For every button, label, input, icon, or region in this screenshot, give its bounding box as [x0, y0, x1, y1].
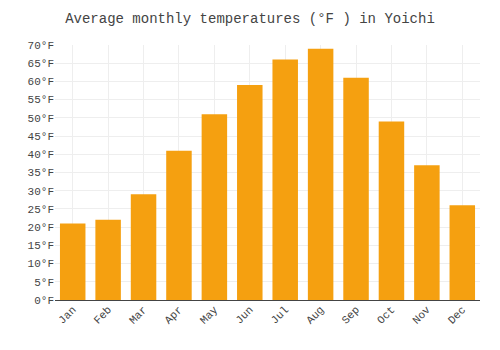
svg-text:30°F: 30°F: [28, 186, 54, 198]
svg-text:Sep: Sep: [340, 304, 362, 326]
svg-text:Jun: Jun: [233, 304, 255, 326]
svg-text:Apr: Apr: [162, 304, 184, 326]
svg-text:70°F: 70°F: [28, 40, 54, 52]
svg-text:60°F: 60°F: [28, 76, 54, 88]
svg-text:Aug: Aug: [304, 304, 326, 326]
svg-text:Jan: Jan: [56, 304, 78, 326]
svg-text:45°F: 45°F: [28, 131, 54, 143]
svg-text:25°F: 25°F: [28, 204, 54, 216]
svg-text:0°F: 0°F: [34, 295, 54, 307]
svg-text:5°F: 5°F: [34, 277, 54, 289]
svg-text:Average monthly temperatures (: Average monthly temperatures (°F ) in Yo…: [65, 11, 435, 27]
svg-text:10°F: 10°F: [28, 258, 54, 270]
svg-text:20°F: 20°F: [28, 222, 54, 234]
svg-text:35°F: 35°F: [28, 167, 54, 179]
svg-text:May: May: [198, 304, 221, 327]
svg-text:Oct: Oct: [375, 304, 397, 326]
svg-text:15°F: 15°F: [28, 240, 54, 252]
svg-text:Nov: Nov: [410, 304, 433, 327]
svg-text:50°F: 50°F: [28, 113, 54, 125]
svg-text:Mar: Mar: [127, 304, 149, 326]
svg-text:Jul: Jul: [269, 304, 291, 326]
svg-text:Dec: Dec: [446, 304, 468, 326]
svg-text:55°F: 55°F: [28, 94, 54, 106]
svg-text:40°F: 40°F: [28, 149, 54, 161]
svg-text:Feb: Feb: [92, 304, 114, 326]
svg-text:65°F: 65°F: [28, 58, 54, 70]
